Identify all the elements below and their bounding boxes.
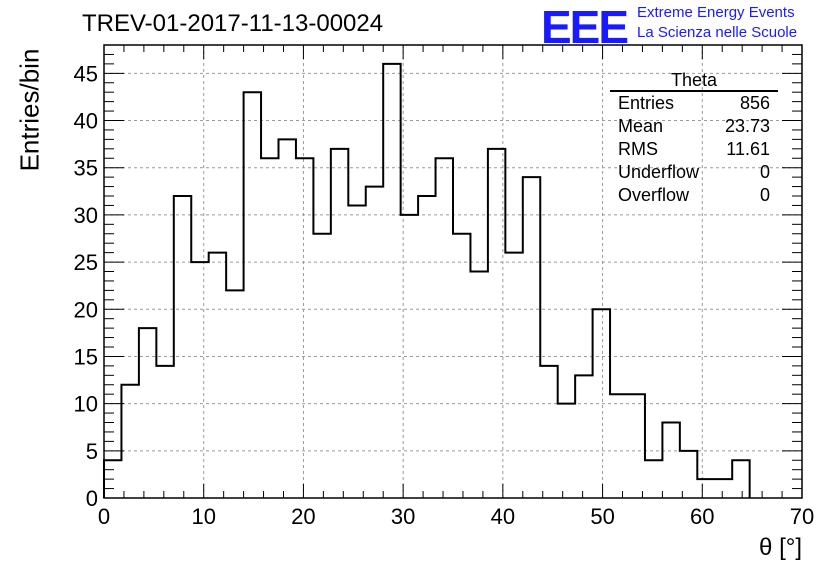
histogram-bin: [348, 205, 365, 498]
histogram-bin: [645, 460, 662, 498]
histogram-bin: [383, 64, 400, 498]
stats-value: 0: [759, 185, 770, 205]
stats-row: Mean 23.73: [610, 115, 778, 138]
stats-row: Overflow 0: [610, 184, 778, 207]
y-tick-label: 15: [74, 344, 98, 369]
y-tick-label: 25: [74, 250, 98, 275]
x-axis-label: θ [°]: [759, 534, 802, 561]
stats-value: 0: [759, 162, 770, 182]
y-axis-label: Entries/bin: [14, 48, 45, 172]
histogram-bin: [104, 460, 121, 498]
y-tick-label: 20: [74, 297, 98, 322]
chart-title: TREV-01-2017-11-13-00024: [82, 10, 384, 37]
y-tick-label: 35: [74, 156, 98, 181]
histogram-bin: [593, 309, 610, 498]
stats-label: Overflow: [618, 185, 690, 205]
histogram-bin: [505, 253, 522, 498]
y-tick-label: 0: [86, 486, 98, 511]
histogram-bin: [331, 149, 348, 498]
histogram-bin: [174, 196, 191, 498]
stats-row: RMS 11.61: [610, 138, 778, 161]
histogram-bin: [279, 139, 296, 498]
histogram-bin: [732, 460, 749, 498]
stats-value: 23.73: [724, 116, 770, 136]
stats-label: RMS: [618, 139, 658, 159]
y-tick-label: 10: [74, 392, 98, 417]
histogram-bin: [662, 423, 679, 499]
logo-line-2: La Scienza nelle Scuole: [637, 24, 798, 41]
histogram-bin: [261, 158, 278, 498]
stats-label: Underflow: [618, 162, 700, 182]
x-tick-label: 0: [98, 504, 110, 529]
plot-frame: [103, 44, 803, 499]
histogram-bin: [575, 375, 592, 498]
histogram-bin: [453, 234, 470, 498]
stats-title: Theta: [610, 70, 778, 92]
stats-box: Theta Entries 856 Mean 23.73 RMS 11.61 U…: [610, 70, 778, 207]
y-tick-label: 40: [74, 109, 98, 134]
histogram-bin: [558, 404, 575, 498]
y-tick-label: 45: [74, 61, 98, 86]
histogram-bin: [209, 253, 226, 498]
x-tick-label: 10: [191, 504, 215, 529]
y-tick-label: 30: [74, 203, 98, 228]
histogram-bin: [628, 394, 645, 498]
x-tick-label: 30: [391, 504, 415, 529]
histogram-bin: [470, 272, 487, 499]
histogram-bin: [697, 479, 714, 498]
histogram-step-line: [103, 62, 751, 498]
histogram-bin: [680, 451, 697, 498]
logo-line-1: Extreme Energy Events: [637, 4, 795, 21]
histogram-bin: [156, 366, 173, 498]
axis-ticks: [103, 44, 803, 499]
histogram-bin: [139, 328, 156, 498]
histogram-bin: [226, 290, 243, 498]
stats-label: Mean: [618, 116, 664, 136]
histogram-bin: [244, 92, 261, 498]
histogram-bin: [191, 262, 208, 498]
histogram-bin: [610, 394, 627, 498]
histogram-bin: [488, 149, 505, 498]
histogram-bin: [121, 385, 138, 498]
histogram-bin: [313, 234, 330, 498]
x-tick-label: 70: [790, 504, 814, 529]
stats-value: 11.61: [726, 139, 770, 159]
x-tick-label: 20: [291, 504, 315, 529]
histogram-bin: [366, 187, 383, 498]
histogram-bin: [715, 479, 732, 498]
tick-labels: 0 10 20 30 40 50 60 70 0 5 10 15 20 25 30 35 40 45: [74, 61, 815, 529]
histogram-bin: [418, 196, 435, 498]
stats-row: Entries 856: [610, 92, 778, 115]
histogram-bin: [401, 215, 418, 498]
x-tick-label: 50: [590, 504, 614, 529]
histogram-bin: [523, 177, 540, 498]
stats-value: 856: [739, 93, 770, 113]
stats-label: Entries: [618, 93, 675, 113]
eee-logo: EEE: [541, 1, 629, 53]
x-tick-label: 60: [690, 504, 714, 529]
histogram-bin: [436, 158, 453, 498]
y-tick-label: 5: [86, 439, 98, 464]
histogram-bin: [296, 158, 313, 498]
histogram-bin: [540, 366, 557, 498]
x-tick-label: 40: [491, 504, 515, 529]
stats-row: Underflow 0: [610, 161, 778, 184]
